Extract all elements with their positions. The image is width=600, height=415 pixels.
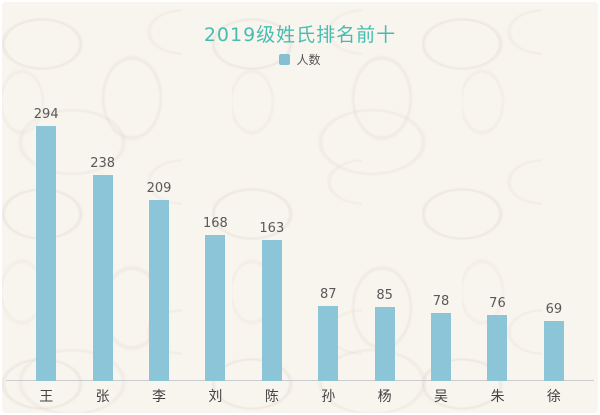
bar-杨[interactable] <box>374 307 395 381</box>
chart-title: 2019级姓氏排名前十 <box>203 24 397 46</box>
bar-value-label: 168 <box>203 216 228 231</box>
bar-column: 85 杨 <box>356 288 412 404</box>
x-axis-label: 徐 <box>546 389 561 405</box>
bar-张[interactable] <box>92 175 113 381</box>
bars-container: 294 王 238 张 209 李 168 刘 163 陈 87 孙 85 杨 78 吴 76 朱 69 徐 <box>18 107 582 404</box>
bar-column: 294 王 <box>18 107 74 404</box>
bar-column: 87 孙 <box>300 287 356 404</box>
x-axis-label: 孙 <box>321 389 336 405</box>
x-axis-line <box>6 380 594 381</box>
bar-孙[interactable] <box>318 306 339 381</box>
x-axis-label: 吴 <box>434 389 449 405</box>
x-axis-label: 朱 <box>490 389 505 405</box>
bar-column: 163 陈 <box>244 221 300 404</box>
bar-column: 238 张 <box>74 156 130 404</box>
bar-陈[interactable] <box>261 240 282 381</box>
legend-item[interactable]: 人数 <box>2 51 598 68</box>
bar-value-label: 238 <box>90 156 116 171</box>
bar-刘[interactable] <box>205 235 226 381</box>
x-axis-label: 王 <box>39 389 54 405</box>
x-axis-label: 杨 <box>377 389 392 405</box>
x-axis-label: 张 <box>95 389 110 405</box>
bar-value-label: 294 <box>33 107 59 122</box>
bar-徐[interactable] <box>543 321 564 381</box>
bar-value-label: 85 <box>376 288 393 303</box>
legend-label: 人数 <box>296 53 321 67</box>
bar-column: 168 刘 <box>187 216 243 404</box>
bar-李[interactable] <box>149 200 170 381</box>
bar-column: 78 吴 <box>413 294 469 404</box>
bar-column: 209 李 <box>131 181 187 404</box>
bar-column: 69 徐 <box>526 302 582 404</box>
bar-王[interactable] <box>36 126 57 381</box>
x-axis-label: 陈 <box>264 389 279 405</box>
x-axis-label: 李 <box>152 389 167 405</box>
x-axis-label: 刘 <box>208 389 223 405</box>
bar-value-label: 87 <box>319 287 337 302</box>
bar-朱[interactable] <box>487 315 508 381</box>
legend-marker-icon <box>279 54 291 65</box>
bar-value-label: 163 <box>259 221 285 236</box>
bar-column: 76 朱 <box>469 296 525 404</box>
bar-value-label: 76 <box>489 296 506 311</box>
bar-value-label: 209 <box>146 181 172 196</box>
bar-吴[interactable] <box>431 313 452 381</box>
bar-value-label: 78 <box>432 294 450 309</box>
bar-value-label: 69 <box>545 302 563 317</box>
